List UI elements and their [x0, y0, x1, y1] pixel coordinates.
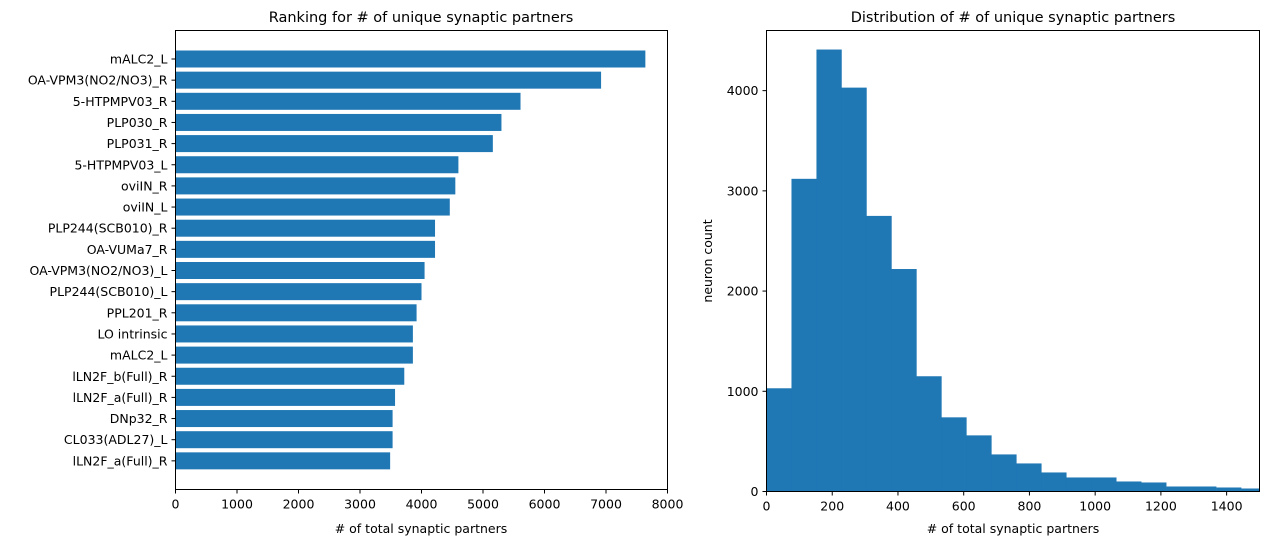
histogram-x-tick-label: 1400 — [1211, 499, 1243, 514]
ranking-x-ticks: 0 1000 2000 3000 4000 5000 6000 7000 8000 — [172, 489, 684, 512]
ranking-bar — [175, 135, 493, 153]
histogram-bar — [991, 454, 1017, 492]
ranking-bar — [175, 198, 450, 216]
histogram-x-tick-label: 1000 — [1079, 499, 1111, 514]
ranking-category-label: PLP030_R — [107, 115, 168, 130]
ranking-bar — [175, 71, 602, 89]
histogram-y-tick-label: 2000 — [727, 284, 759, 299]
ranking-bar — [175, 113, 502, 131]
histogram-bar — [891, 269, 917, 492]
histogram-y-tick-label: 3000 — [727, 183, 759, 198]
ranking-category-label: oviIN_L — [123, 200, 168, 215]
ranking-category-label: 5-HTPMPV03_L — [74, 157, 167, 172]
ranking-bar — [175, 177, 456, 195]
ranking-bar — [175, 367, 405, 385]
ranking-category-label: lLN2F_a(Full)_R — [73, 390, 168, 405]
ranking-category-label: PPL201_R — [107, 305, 168, 320]
histogram-bars — [766, 49, 1260, 492]
ranking-bar — [175, 219, 436, 237]
histogram-x-tick-label: 600 — [952, 499, 976, 514]
histogram-bar — [791, 178, 817, 492]
ranking-bar — [175, 283, 422, 301]
histogram-bar — [1141, 482, 1167, 492]
histogram-bar — [1066, 477, 1092, 492]
ranking-x-tick-label: 5000 — [467, 497, 499, 512]
histogram-bar — [766, 388, 792, 492]
ranking-bar — [175, 262, 425, 279]
histogram-axes-frame — [766, 30, 1260, 492]
histogram-x-tick-label: 800 — [1018, 499, 1042, 514]
ranking-x-tick-label: 6000 — [529, 497, 561, 512]
ranking-category-label: oviIN_R — [121, 178, 168, 193]
histogram-bar — [1016, 463, 1042, 492]
ranking-category-label: DNp32_R — [110, 411, 168, 426]
histogram-bar — [941, 417, 967, 492]
histogram-x-tick-label: 400 — [886, 499, 910, 514]
histogram-bar — [1116, 481, 1142, 492]
ranking-x-tick-label: 7000 — [590, 497, 622, 512]
ranking-category-label: mALC2_L — [110, 52, 168, 67]
ranking-category-labels: mALC2_L OA-VPM3(NO2/NO3)_R 5-HTPMPV03_R PLP… — [28, 52, 176, 468]
histogram-x-tick-label: 0 — [763, 499, 771, 514]
ranking-category-label: CL033(ADL27)_L — [64, 432, 168, 447]
histogram-title: Distribution of # of unique synaptic par… — [851, 10, 1176, 26]
ranking-bar — [175, 304, 417, 322]
ranking-bar — [175, 50, 646, 68]
ranking-chart-title: Ranking for # of unique synaptic partner… — [269, 10, 574, 26]
ranking-bar — [175, 92, 521, 110]
histogram-bar — [1041, 472, 1067, 492]
histogram-bar — [1241, 488, 1260, 492]
ranking-x-tick-label: 1000 — [221, 497, 253, 512]
histogram-y-axis-label: neuron count — [700, 219, 715, 302]
distribution-histogram: Distribution of # of unique synaptic par… — [700, 10, 1260, 536]
ranking-bar-chart: Ranking for # of unique synaptic partner… — [28, 10, 684, 536]
histogram-y-tick-label: 0 — [751, 484, 759, 499]
ranking-x-tick-label: 3000 — [344, 497, 376, 512]
ranking-bar — [175, 240, 436, 258]
ranking-axes-frame — [175, 30, 668, 490]
ranking-category-label: PLP031_R — [107, 136, 168, 151]
ranking-category-label: mALC2_L — [110, 348, 168, 363]
ranking-x-axis-label: # of total synaptic partners — [335, 521, 508, 536]
ranking-bar — [175, 156, 459, 174]
ranking-category-label: OA-VUMa7_R — [87, 242, 168, 257]
ranking-category-label: OA-VPM3(NO2/NO3)_R — [28, 73, 168, 88]
histogram-x-tick-label: 200 — [820, 499, 844, 514]
histogram-bar — [966, 435, 992, 492]
histogram-y-tick-label: 4000 — [727, 83, 759, 98]
histogram-x-axis-label: # of total synaptic partners — [927, 521, 1100, 536]
ranking-category-label: lLN2F_a(Full)_R — [73, 453, 168, 468]
ranking-category-label: OA-VPM3(NO2/NO3)_L — [30, 263, 168, 278]
ranking-bar — [175, 431, 393, 449]
ranking-x-tick-label: 0 — [172, 497, 180, 512]
ranking-bar — [175, 346, 413, 364]
histogram-bar — [1091, 477, 1117, 492]
ranking-bar — [175, 410, 393, 428]
histogram-bar — [1166, 486, 1192, 492]
ranking-x-tick-label: 8000 — [652, 497, 684, 512]
histogram-bar — [1216, 487, 1242, 492]
histogram-bar — [816, 49, 842, 492]
ranking-bar — [175, 452, 391, 470]
ranking-x-tick-label: 2000 — [283, 497, 315, 512]
ranking-category-label: LO intrinsic — [97, 326, 167, 341]
histogram-bar — [841, 87, 867, 492]
histogram-x-ticks: 0 200 400 600 800 1000 1200 1400 — [763, 491, 1243, 514]
ranking-bar — [175, 388, 396, 406]
ranking-bars — [175, 50, 646, 470]
histogram-bar — [916, 376, 942, 492]
histogram-y-ticks: 0 1000 2000 3000 4000 — [727, 83, 767, 499]
ranking-category-label: lLN2F_b(Full)_R — [72, 369, 167, 384]
ranking-category-label: PLP244(SCB010)_L — [50, 284, 168, 299]
ranking-bar — [175, 325, 413, 343]
histogram-bar — [866, 215, 892, 492]
histogram-x-tick-label: 1200 — [1145, 499, 1177, 514]
histogram-bar — [1191, 486, 1217, 492]
ranking-category-label: PLP244(SCB010)_R — [48, 221, 168, 236]
ranking-category-label: 5-HTPMPV03_R — [73, 94, 168, 109]
ranking-x-tick-label: 4000 — [406, 497, 438, 512]
histogram-y-tick-label: 1000 — [727, 384, 759, 399]
